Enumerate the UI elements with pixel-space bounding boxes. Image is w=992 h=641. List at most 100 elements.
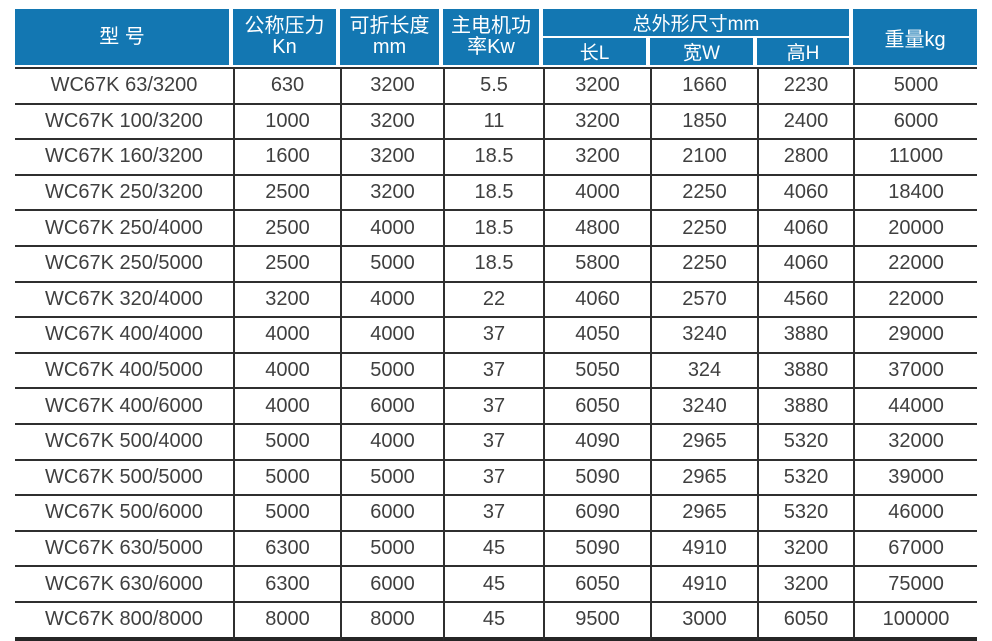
- cell-dim-l: 6050: [543, 567, 650, 603]
- table-row: WC67K 400/6000 4000 6000 37 6050 3240 38…: [15, 389, 978, 425]
- cell-power: 37: [443, 318, 543, 354]
- cell-dim-l: 3200: [543, 104, 650, 141]
- cell-length: 3200: [340, 67, 443, 105]
- cell-dim-w: 1660: [650, 67, 757, 105]
- cell-length: 4000: [340, 282, 443, 319]
- cell-power: 18.5: [443, 246, 543, 283]
- cell-dim-l: 4800: [543, 211, 650, 247]
- cell-pressure: 2500: [233, 175, 340, 212]
- cell-dim-l: 5800: [543, 246, 650, 283]
- cell-dim-l: 4050: [543, 318, 650, 354]
- cell-power: 37: [443, 389, 543, 425]
- table-row: WC67K 400/4000 4000 4000 37 4050 3240 38…: [15, 318, 978, 354]
- cell-dim-l: 6090: [543, 496, 650, 532]
- header-length-label-line1: 可折长度: [349, 15, 430, 37]
- cell-model: WC67K 320/4000: [15, 282, 233, 319]
- cell-length: 3200: [340, 104, 443, 141]
- cell-dim-l: 4000: [543, 175, 650, 212]
- header-pressure-label-line2: Kn: [272, 36, 297, 58]
- cell-power: 37: [443, 496, 543, 532]
- cell-model: WC67K 800/8000: [15, 602, 233, 641]
- cell-pressure: 3200: [233, 282, 340, 319]
- cell-dim-h: 5320: [757, 496, 854, 532]
- cell-weight: 100000: [853, 602, 978, 641]
- cell-weight: 11000: [853, 140, 978, 176]
- cell-weight: 46000: [853, 496, 978, 532]
- table-row: WC67K 630/6000 6300 6000 45 6050 4910 32…: [15, 567, 978, 603]
- cell-length: 6000: [340, 389, 443, 425]
- header-power-label-line2: 率Kw: [467, 36, 515, 58]
- cell-model: WC67K 500/5000: [15, 460, 233, 497]
- cell-dim-l: 6050: [543, 389, 650, 425]
- cell-dim-l: 5090: [543, 460, 650, 497]
- cell-dim-h: 3200: [757, 567, 854, 603]
- cell-dim-w: 2965: [650, 460, 757, 497]
- cell-dim-w: 2965: [650, 424, 757, 461]
- header-length-label-line2: mm: [372, 36, 407, 58]
- cell-length: 4000: [340, 318, 443, 354]
- cell-model: WC67K 400/4000: [15, 318, 233, 354]
- header-dimensions-group: 总外形尺寸mm: [543, 9, 854, 38]
- table-row: WC67K 800/8000 8000 8000 45 9500 3000 60…: [15, 602, 978, 641]
- cell-model: WC67K 100/3200: [15, 104, 233, 141]
- cell-dim-w: 2570: [650, 282, 757, 319]
- cell-pressure: 5000: [233, 424, 340, 461]
- cell-weight: 32000: [853, 424, 978, 461]
- cell-weight: 75000: [853, 567, 978, 603]
- cell-power: 11: [443, 104, 543, 141]
- cell-length: 4000: [340, 211, 443, 247]
- cell-weight: 22000: [853, 282, 978, 319]
- table-row: WC67K 500/6000 5000 6000 37 6090 2965 53…: [15, 496, 978, 532]
- header-model: 型 号: [15, 9, 233, 67]
- cell-weight: 18400: [853, 175, 978, 212]
- header-weight: 重量kg: [853, 9, 978, 67]
- header-length: 可折长度 mm: [340, 9, 443, 67]
- cell-pressure: 1000: [233, 104, 340, 141]
- table-row: WC67K 100/3200 1000 3200 11 3200 1850 24…: [15, 104, 978, 141]
- cell-power: 18.5: [443, 211, 543, 247]
- cell-power: 45: [443, 602, 543, 641]
- cell-length: 4000: [340, 424, 443, 461]
- cell-dim-w: 4910: [650, 567, 757, 603]
- cell-dim-h: 3880: [757, 353, 854, 390]
- cell-dim-w: 3240: [650, 389, 757, 425]
- cell-pressure: 5000: [233, 460, 340, 497]
- cell-model: WC67K 250/4000: [15, 211, 233, 247]
- spec-table: 型 号 公称压力 Kn 可折长度 mm 主电机功 率Kw 总外形尺寸mm 重量k…: [15, 9, 978, 641]
- cell-weight: 67000: [853, 531, 978, 568]
- cell-pressure: 6300: [233, 531, 340, 568]
- cell-length: 5000: [340, 460, 443, 497]
- cell-model: WC67K 500/6000: [15, 496, 233, 532]
- cell-weight: 6000: [853, 104, 978, 141]
- table-row: WC67K 63/3200 630 3200 5.5 3200 1660 223…: [15, 67, 978, 105]
- cell-power: 22: [443, 282, 543, 319]
- header-power: 主电机功 率Kw: [443, 9, 543, 67]
- cell-dim-h: 3880: [757, 318, 854, 354]
- cell-weight: 44000: [853, 389, 978, 425]
- header-dim-w: 宽W: [650, 38, 757, 67]
- cell-weight: 22000: [853, 246, 978, 283]
- cell-pressure: 4000: [233, 389, 340, 425]
- cell-power: 37: [443, 424, 543, 461]
- cell-weight: 29000: [853, 318, 978, 354]
- cell-dim-h: 4060: [757, 175, 854, 212]
- cell-model: WC67K 400/6000: [15, 389, 233, 425]
- cell-power: 37: [443, 460, 543, 497]
- cell-length: 3200: [340, 140, 443, 176]
- table-body: WC67K 63/3200 630 3200 5.5 3200 1660 223…: [15, 67, 978, 641]
- table-row: WC67K 500/5000 5000 5000 37 5090 2965 53…: [15, 460, 978, 497]
- cell-power: 18.5: [443, 140, 543, 176]
- table-row: WC67K 500/4000 5000 4000 37 4090 2965 53…: [15, 424, 978, 461]
- cell-dim-l: 3200: [543, 67, 650, 105]
- cell-dim-w: 3000: [650, 602, 757, 641]
- cell-power: 5.5: [443, 67, 543, 105]
- cell-length: 5000: [340, 246, 443, 283]
- table-row: WC67K 250/5000 2500 5000 18.5 5800 2250 …: [15, 246, 978, 283]
- cell-length: 3200: [340, 175, 443, 212]
- cell-weight: 5000: [853, 67, 978, 105]
- header-power-label-line1: 主电机功: [451, 15, 531, 37]
- cell-dim-l: 9500: [543, 602, 650, 641]
- cell-dim-h: 5320: [757, 424, 854, 461]
- table-row: WC67K 320/4000 3200 4000 22 4060 2570 45…: [15, 282, 978, 319]
